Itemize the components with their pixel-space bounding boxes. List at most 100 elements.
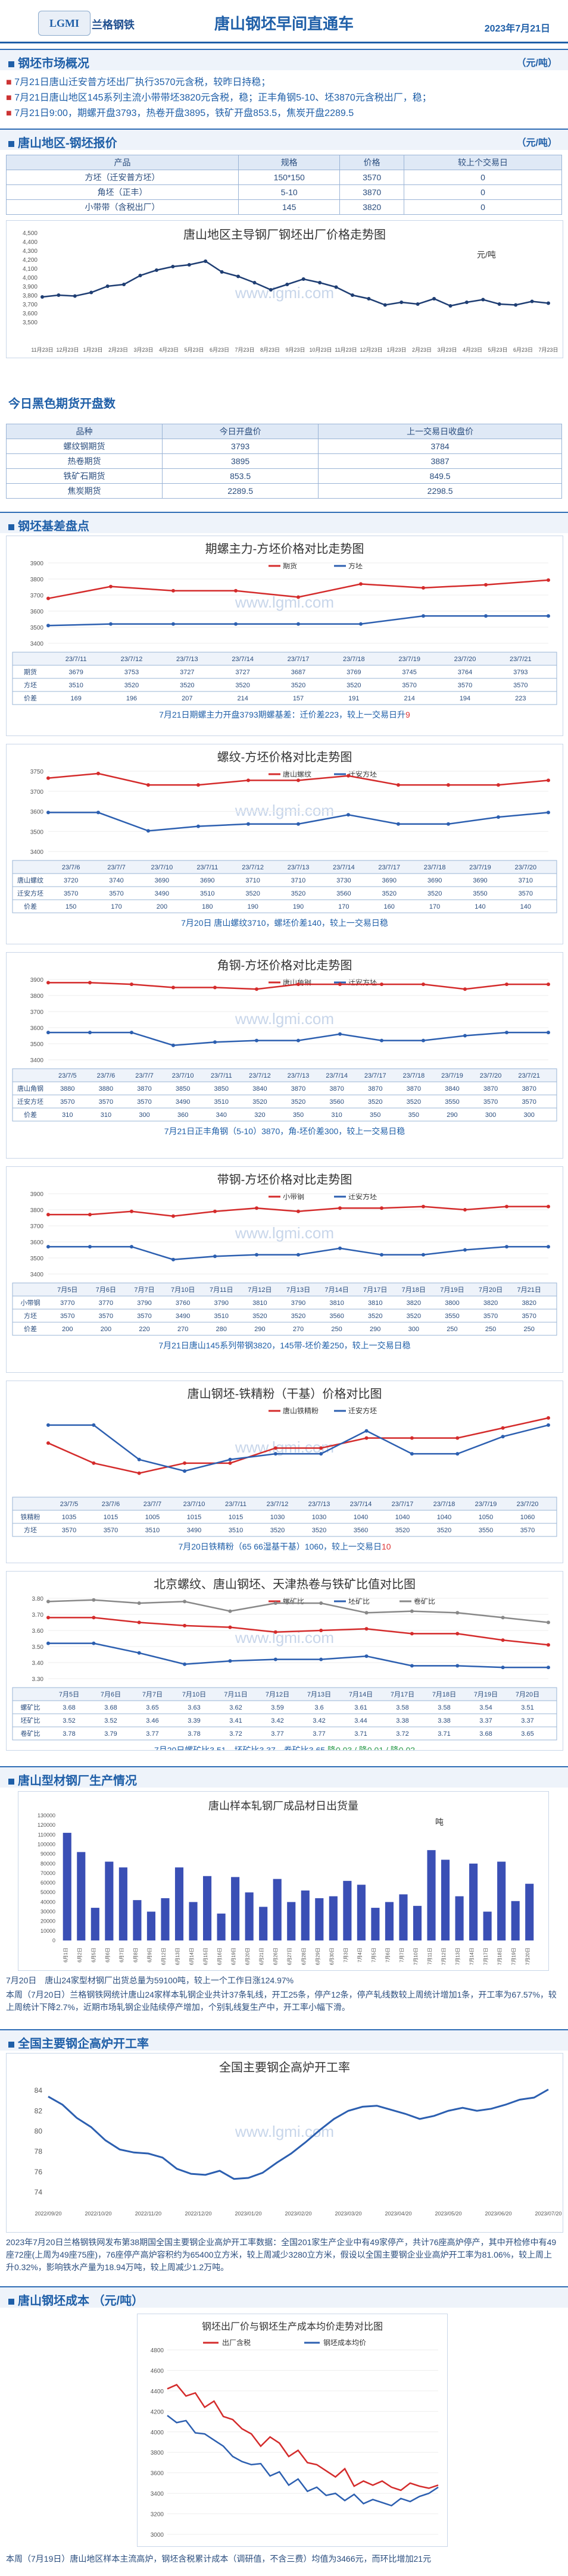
series-1-point [455, 1664, 460, 1668]
table-cell: 300 [139, 1112, 149, 1119]
y-tick-label: 3.50 [32, 1644, 44, 1651]
price-series-point [204, 259, 208, 263]
price-series-point [530, 299, 534, 303]
series-1-point [410, 1664, 414, 1668]
caption-text: 7月21日唐山145系列带钢3820，145带-坯价差250，较上一交易日稳 [158, 1341, 410, 1350]
chart-caption: 7月20日螺矿比3.51，坯矿比3.37，卷矿比3.65 降0.03 / 降0.… [154, 1745, 415, 1750]
table-header-row: 品种 今日开盘价 上一交易日收盘价 [5, 424, 562, 439]
table-cell: 3.42 [271, 1717, 283, 1724]
legend-label: 钢坯成本均价 [323, 2339, 366, 2347]
series-2-point [364, 1611, 369, 1615]
series-1-point [422, 1038, 425, 1043]
caption-text: 7月21日期螺主力开盘3793期螺基差：迁价差223，较上一交易日升 [159, 710, 405, 719]
y-tick-label: 3,500 [23, 320, 38, 326]
x-tick-label: 2月23日 [412, 347, 432, 353]
bar [161, 1898, 170, 1940]
series-0-point [96, 771, 100, 775]
y-tick-label: 3.70 [32, 1612, 44, 1619]
billet-series-point [410, 1452, 414, 1456]
y-tick-label: 3900 [30, 977, 44, 984]
table-cell: 3.72 [229, 1730, 242, 1738]
table-header-cell: 7月17日 [391, 1691, 414, 1698]
caption-changes: 降0.03 / 降0.01 / 降0.02 [325, 1745, 415, 1750]
table-cell: 250 [524, 1326, 535, 1333]
x-tick-label: 7月4日 [357, 1948, 363, 1962]
x-tick-label: 7月5日 [371, 1948, 376, 1962]
price-series-point [464, 301, 469, 304]
series-0-line [48, 1617, 549, 1646]
table-cell: 3870 [137, 1085, 151, 1093]
table-header-cell: 23/7/20 [480, 1072, 502, 1079]
page-title: 唐山钢坯早间直通车 [214, 15, 354, 33]
table-cell: 1040 [354, 1514, 368, 1521]
table-row [12, 1700, 557, 1714]
table-cell: 3570 [104, 1527, 118, 1534]
table-cell: 3740 [109, 877, 123, 884]
table-cell: 3520 [368, 1098, 382, 1106]
table-cell: 3570 [137, 1098, 151, 1106]
x-tick-label: 6月30日 [329, 1948, 335, 1965]
table-cell: 3520 [270, 1527, 285, 1534]
y-tick-label: 80 [35, 2127, 43, 2135]
table-cell: 3520 [368, 1313, 382, 1320]
series-0-point [183, 1623, 187, 1627]
series-1-point [297, 1253, 300, 1257]
y-tick-label: 3,600 [23, 311, 38, 317]
table-header-cell: 7月7日 [142, 1691, 163, 1698]
y-tick-label: 3.30 [32, 1676, 44, 1683]
legend-label: 出厂含税 [222, 2338, 251, 2347]
series-1-point [297, 1038, 300, 1043]
table-cell: 3560 [329, 1098, 344, 1106]
series-1-point [347, 813, 350, 817]
table-header-cell: 23/7/6 [97, 1072, 116, 1079]
table-cell: 3870 [483, 1085, 498, 1093]
table-row [12, 1094, 557, 1109]
table-cell: 2298.5 [318, 483, 562, 499]
table-header-cell: 今日开盘价 [162, 424, 319, 439]
series-2-point [455, 1611, 460, 1615]
series-0-point [46, 776, 50, 780]
table-header-cell: 23/7/17 [392, 1501, 414, 1508]
y-tick-label: 50000 [40, 1889, 55, 1895]
y-tick-label: 3700 [30, 789, 44, 796]
series-0-point [228, 1625, 232, 1629]
billet-series-point [273, 1452, 277, 1456]
price-series-point [269, 288, 273, 292]
table-header-cell: 23/7/20 [514, 864, 536, 871]
y-tick-label: 3500 [30, 829, 44, 835]
table-header-cell: 7月12日 [266, 1691, 289, 1698]
x-tick-label: 7月10日 [413, 1948, 419, 1965]
table-cell: 200 [101, 1326, 111, 1333]
ore-series-point [46, 1441, 50, 1445]
table-cell: 3870 [407, 1085, 421, 1093]
table-header-cell: 23/7/17 [364, 1072, 386, 1079]
series-1-point [547, 1031, 550, 1035]
bar [343, 1880, 352, 1940]
table-cell: 3520 [395, 1527, 410, 1534]
table-row [12, 1295, 557, 1310]
bar [105, 1861, 114, 1940]
table-cell: 2289.5 [162, 483, 319, 499]
square-icon [8, 140, 14, 147]
series-0-point [547, 1643, 550, 1647]
table-cell: 3560 [336, 890, 351, 897]
market-bullet: ■ 7月21日唐山地区145系列主流小带带坯3820元含税，稳；正丰角钢5-10… [6, 93, 432, 103]
table-cell: 0 [403, 199, 563, 215]
bar [287, 1902, 296, 1940]
table-row-label: 价差 [24, 1325, 37, 1333]
square-icon [8, 2298, 14, 2305]
table-cell: 3490 [155, 890, 169, 897]
table-cell: 223 [515, 695, 526, 702]
table-cell: 3.58 [438, 1704, 450, 1711]
x-tick-label: 6月1日 [63, 1948, 68, 1962]
table-cell: 3520 [312, 1527, 326, 1534]
series-0-point [359, 582, 363, 586]
table-header-cell: 23/7/11 [211, 1072, 232, 1079]
table-cell: 3.78 [188, 1730, 200, 1738]
table-cell: 310 [331, 1112, 342, 1119]
series-1-point [96, 810, 100, 815]
table-cell: 3.39 [188, 1717, 200, 1724]
x-tick-label: 2022/09/20 [35, 2211, 61, 2217]
cost-note: 本周（7月19日）唐山地区样本主流高炉，钢坯含税累计成本（调研值，不含三费）均值… [6, 2554, 432, 2564]
series-1-point [505, 1031, 508, 1035]
